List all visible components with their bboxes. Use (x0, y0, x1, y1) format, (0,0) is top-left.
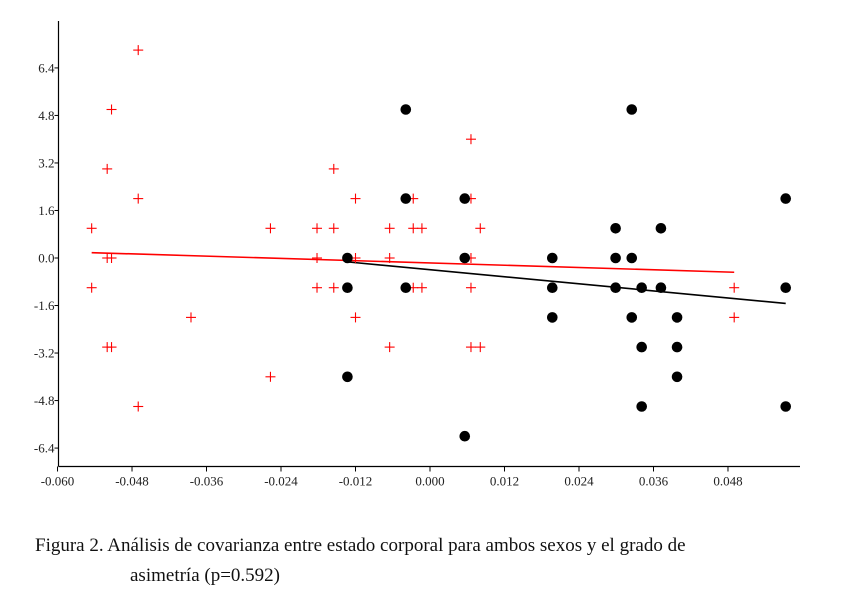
data-point-cross (312, 282, 323, 293)
data-point-dot (626, 252, 638, 264)
x-tick-label: 0.012 (490, 474, 519, 489)
data-point-dot (780, 401, 792, 412)
data-point-dot (459, 430, 471, 442)
data-point-dot (546, 282, 558, 294)
data-point-cross (729, 312, 740, 323)
x-tick-label: 0.048 (713, 474, 742, 489)
data-point-dot (459, 193, 471, 204)
figure-caption-line1: Figura 2. Análisis de covarianza entre e… (35, 535, 686, 556)
data-point-cross (185, 312, 196, 323)
data-point-dot (671, 312, 683, 323)
data-point-dot (610, 282, 621, 294)
data-point-dot (546, 252, 558, 264)
figure-caption-line2: asimetría (p=0.592) (130, 565, 281, 586)
black-dot-regression-line (347, 261, 786, 305)
x-tick-label: 0.000 (415, 474, 444, 489)
data-point-cross (106, 342, 117, 353)
data-point-dot (636, 401, 647, 412)
data-point-dot (780, 282, 792, 294)
data-point-dot (610, 252, 621, 264)
data-point-dot (400, 193, 412, 204)
data-point-cross (408, 223, 419, 234)
data-point-cross (265, 223, 276, 234)
data-point-cross (475, 223, 486, 234)
data-point-cross (133, 401, 144, 412)
data-point-cross (265, 371, 276, 382)
y-tick-label: -6.4 (34, 441, 55, 456)
data-point-cross (384, 223, 395, 234)
data-point-dot (400, 282, 412, 294)
y-tick-label: 4.8 (38, 108, 54, 123)
data-point-dot (342, 371, 353, 383)
data-point-cross (133, 45, 144, 56)
x-tick-label: -0.060 (41, 474, 75, 489)
x-tick-label: -0.036 (190, 474, 224, 489)
data-point-cross (729, 282, 740, 293)
data-point-dot (626, 104, 638, 115)
data-point-cross (86, 223, 97, 234)
data-point-dot (671, 371, 683, 383)
data-point-cross (328, 163, 339, 174)
data-point-cross (106, 253, 117, 263)
y-tick-label: 6.4 (38, 60, 55, 75)
data-point-dot (671, 341, 683, 353)
red-cross-regression-line (91, 251, 735, 274)
y-tick-label: -4.8 (34, 393, 55, 408)
data-point-dot (636, 282, 647, 294)
data-point-cross (416, 282, 427, 293)
data-point-cross (133, 193, 144, 204)
y-tick-label: 3.2 (38, 155, 54, 170)
data-point-cross (465, 282, 476, 293)
x-tick-label: -0.024 (264, 474, 298, 489)
data-point-dot (546, 312, 558, 323)
data-point-dot (342, 282, 353, 294)
data-point-cross (328, 282, 339, 293)
y-tick-label: 1.6 (38, 203, 55, 218)
y-tick-label: -3.2 (34, 346, 55, 361)
data-point-dot (655, 282, 667, 294)
x-tick-label: 0.024 (564, 474, 594, 489)
data-point-cross (416, 223, 427, 234)
data-point-cross (384, 342, 395, 353)
x-tick-label: -0.012 (339, 474, 373, 489)
data-point-cross (350, 193, 361, 204)
data-point-cross (106, 104, 117, 115)
data-point-dot (626, 312, 638, 323)
data-point-cross (328, 223, 339, 234)
data-point-cross (465, 134, 476, 145)
y-tick-label: 0.0 (38, 251, 54, 266)
y-tick-label: -1.6 (34, 298, 55, 313)
data-point-dot (655, 223, 667, 234)
data-point-cross (465, 342, 476, 353)
data-point-cross (86, 282, 97, 293)
data-point-dot (400, 104, 412, 115)
x-tick-label: 0.036 (639, 474, 669, 489)
data-point-dot (459, 252, 471, 264)
data-point-dot (636, 341, 647, 353)
data-point-cross (312, 253, 323, 263)
data-point-cross (384, 253, 395, 263)
data-point-dot (780, 193, 792, 204)
data-point-dot (610, 223, 621, 234)
data-point-cross (475, 342, 486, 353)
x-tick-label: -0.048 (115, 474, 149, 489)
data-point-cross (350, 312, 361, 323)
data-point-cross (312, 223, 323, 234)
data-point-dot (342, 252, 353, 264)
data-point-cross (102, 163, 113, 174)
